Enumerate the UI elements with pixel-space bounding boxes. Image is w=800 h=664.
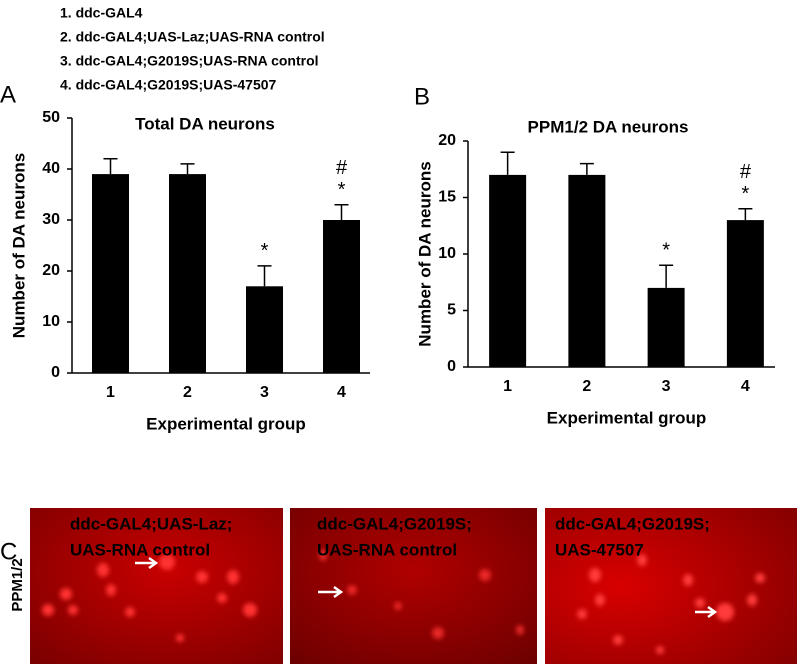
x-tick-label: 3 — [260, 384, 269, 401]
image-caption: UAS-47507 — [555, 540, 644, 559]
error-bar — [334, 203, 349, 220]
legend-item: 2. ddc-GAL4;UAS-Laz;UAS-RNA control — [60, 29, 325, 45]
y-tick-label: 40 — [42, 160, 60, 177]
bar — [169, 174, 206, 373]
legend-item: 3. ddc-GAL4;G2019S;UAS-RNA control — [60, 53, 319, 69]
x-axis-label: Experimental group — [146, 414, 306, 433]
x-tick-label: 2 — [582, 378, 591, 395]
row-label: PPM1/2 — [9, 558, 26, 611]
significance-mark: * — [261, 240, 269, 262]
y-tick-label: 15 — [438, 189, 456, 206]
x-tick-label: 4 — [741, 378, 750, 395]
panel-label: C — [0, 538, 17, 565]
micrograph — [545, 508, 797, 664]
x-tick-label: 3 — [662, 378, 671, 395]
y-tick-label: 20 — [438, 132, 456, 149]
bar — [647, 287, 685, 367]
x-tick-label: 4 — [337, 384, 346, 401]
bar — [726, 220, 764, 367]
error-bar — [579, 162, 594, 175]
significance-mark: * — [741, 183, 749, 205]
x-tick-label: 1 — [106, 384, 115, 401]
chart-title: PPM1/2 DA neurons — [528, 117, 689, 136]
image-caption: UAS-RNA control — [317, 540, 457, 559]
legend-item: 1. ddc-GAL4 — [60, 5, 143, 21]
y-tick-label: 0 — [447, 358, 456, 375]
image-caption: UAS-RNA control — [70, 540, 210, 559]
y-tick-label: 5 — [447, 302, 456, 319]
error-bar — [257, 265, 272, 287]
significance-mark: * — [662, 240, 670, 262]
y-tick-label: 10 — [42, 313, 60, 330]
bar — [568, 174, 606, 367]
significance-mark: * — [338, 179, 346, 201]
error-bar — [103, 158, 118, 175]
error-bar — [738, 208, 753, 221]
y-tick-label: 10 — [438, 245, 456, 262]
error-bar — [500, 151, 515, 175]
x-tick-label: 2 — [183, 384, 192, 401]
y-axis-label: Number of DA neurons — [415, 161, 434, 346]
bar — [489, 174, 527, 367]
panel-label: A — [0, 81, 16, 108]
y-tick-label: 30 — [42, 211, 60, 228]
legend-item: 4. ddc-GAL4;G2019S;UAS-47507 — [60, 77, 277, 93]
x-tick-label: 1 — [503, 378, 512, 395]
significance-mark: # — [336, 157, 348, 179]
error-bar — [659, 264, 674, 288]
bar — [323, 220, 360, 373]
panel-label: B — [414, 83, 430, 110]
y-tick-label: 50 — [42, 109, 60, 126]
image-caption: ddc-GAL4;G2019S; — [555, 514, 710, 533]
image-caption: ddc-GAL4;UAS-Laz; — [70, 514, 232, 533]
bar — [92, 174, 129, 373]
bar — [246, 286, 283, 373]
x-axis-label: Experimental group — [547, 408, 707, 427]
significance-mark: # — [740, 161, 752, 183]
micrograph — [290, 508, 537, 664]
error-bar — [180, 163, 195, 175]
y-axis-label: Number of DA neurons — [9, 153, 28, 338]
y-tick-label: 20 — [42, 262, 60, 279]
y-tick-label: 0 — [51, 364, 60, 381]
chart-title: Total DA neurons — [135, 114, 275, 133]
micrograph — [30, 508, 283, 664]
image-caption: ddc-GAL4;G2019S; — [317, 514, 472, 533]
